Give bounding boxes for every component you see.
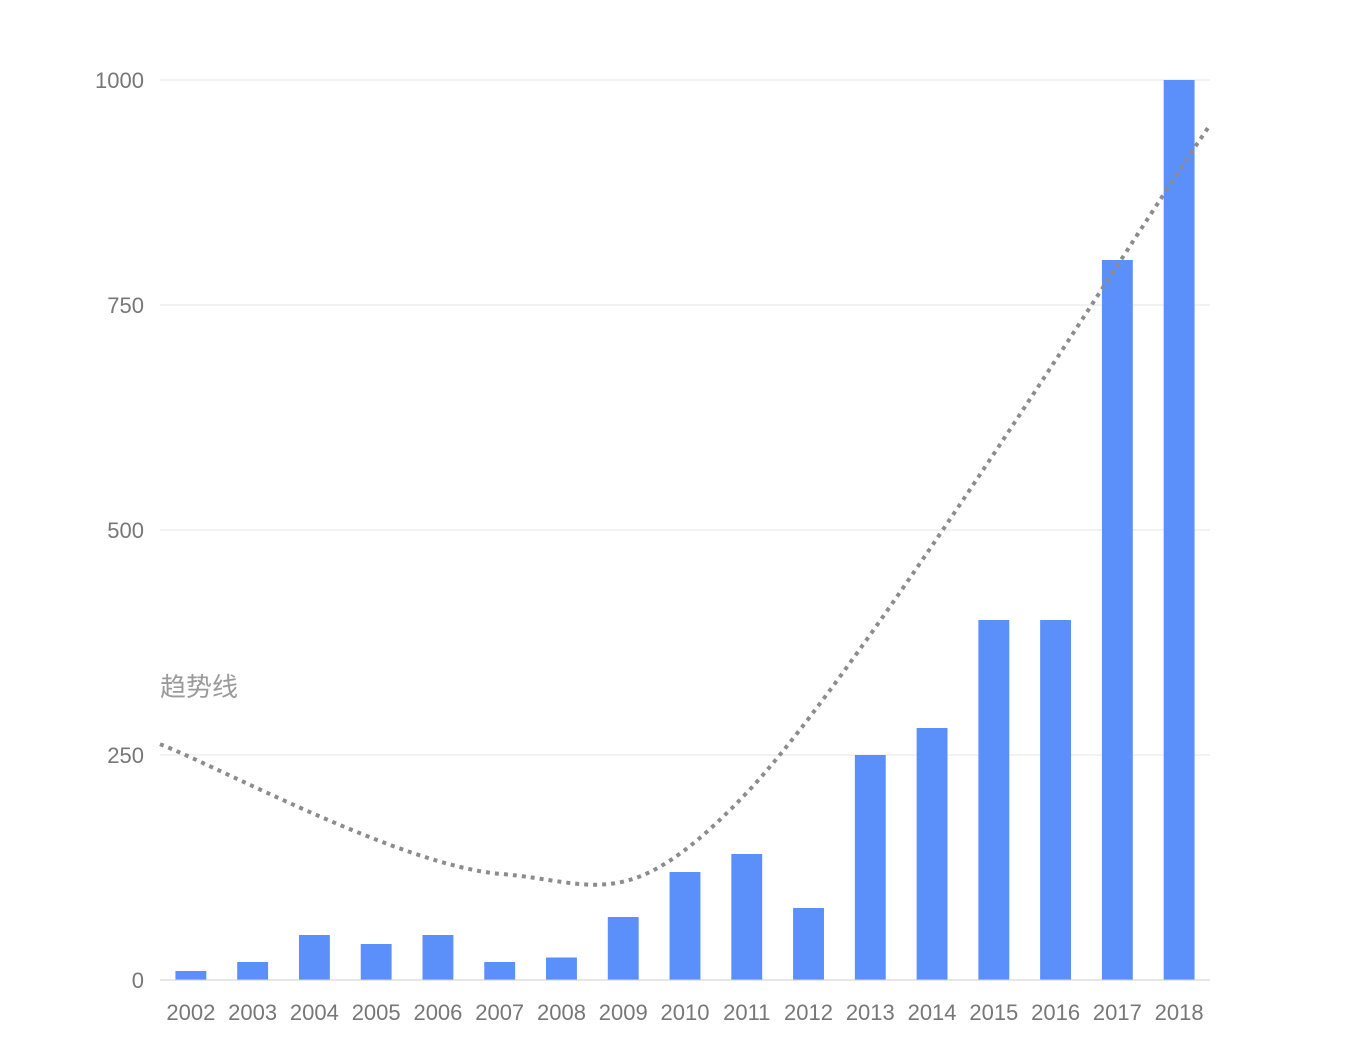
bar-2018 — [1163, 80, 1195, 980]
y-tick-label: 1000 — [95, 68, 144, 93]
trendline-label: 趋势线 — [160, 673, 238, 703]
x-tick-label: 2014 — [908, 1000, 957, 1025]
x-tick-label: 2005 — [352, 1000, 401, 1025]
x-tick-label: 2017 — [1093, 1000, 1142, 1025]
x-tick-label: 2003 — [228, 1000, 277, 1025]
y-tick-label: 500 — [107, 518, 144, 543]
x-tick-label: 2008 — [537, 1000, 586, 1025]
x-tick-label: 2016 — [1031, 1000, 1080, 1025]
x-tick-label: 2009 — [599, 1000, 648, 1025]
bar-2004 — [298, 935, 330, 980]
bar-2012 — [793, 908, 824, 980]
bar-2013 — [854, 755, 886, 980]
bar-2016 — [1040, 620, 1072, 980]
x-tick-label: 2006 — [413, 1000, 462, 1025]
y-tick-label: 0 — [132, 968, 144, 993]
x-tick-label: 2004 — [290, 1000, 339, 1025]
x-tick-label: 2010 — [661, 1000, 710, 1025]
x-tick-label: 2012 — [784, 1000, 833, 1025]
bar-2015 — [978, 620, 1010, 980]
x-axis: 2002 2003 2004 2005 2006 2007 2008 2009 2010 2011… — [166, 1000, 1203, 1025]
y-tick-label: 250 — [107, 743, 144, 768]
x-tick-label: 2018 — [1155, 1000, 1204, 1025]
bar-2014 — [916, 728, 948, 980]
x-tick-label: 2011 — [723, 1000, 770, 1025]
x-tick-label: 2015 — [969, 1000, 1018, 1025]
x-tick-label: 2007 — [475, 1000, 524, 1025]
y-axis: 0 250 500 750 1000 — [95, 68, 144, 993]
trendline — [159, 123, 1212, 887]
bar-2009 — [607, 917, 639, 980]
bar-2005 — [360, 944, 392, 980]
x-tick-label: 2002 — [166, 1000, 215, 1025]
bar-2002 — [175, 971, 207, 980]
x-tick-label: 2013 — [846, 1000, 895, 1025]
bar-2010 — [669, 872, 701, 980]
y-tick-label: 750 — [107, 293, 144, 318]
bar-2008 — [546, 957, 577, 980]
bar-2003 — [237, 962, 269, 980]
bar-2017 — [1101, 260, 1133, 980]
bars — [175, 80, 1195, 980]
bar-2006 — [422, 935, 454, 980]
bar-2011 — [731, 854, 763, 980]
bar-2007 — [484, 962, 516, 980]
